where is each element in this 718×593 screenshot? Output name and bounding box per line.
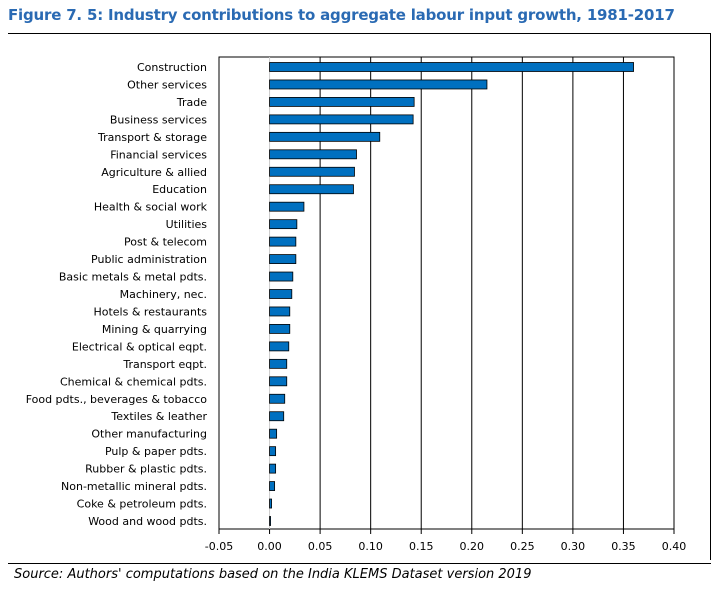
x-tick-label: 0.40 [662, 540, 687, 553]
x-tick-label: 0.15 [409, 540, 434, 553]
chart-title: Figure 7. 5: Industry contributions to a… [8, 6, 675, 24]
x-tick-label: 0.30 [561, 540, 586, 553]
bar [269, 306, 291, 317]
category-label: Agriculture & allied [101, 166, 207, 179]
bar [269, 446, 277, 457]
category-label: Chemical & chemical pdts. [60, 375, 207, 388]
bar [269, 184, 354, 195]
category-label: Post & telecom [124, 236, 207, 249]
bar [269, 201, 305, 212]
bar [269, 166, 355, 177]
bar [269, 324, 291, 334]
category-label: Hotels & restaurants [93, 305, 207, 318]
bar [269, 97, 415, 107]
category-label: Machinery, nec. [120, 288, 207, 301]
bar [269, 376, 288, 387]
x-tick-label: 0.20 [460, 540, 485, 553]
category-label: Textiles & leather [110, 410, 207, 423]
bar [269, 358, 288, 369]
bar [269, 481, 276, 491]
category-label: Coke & petroleum pdts. [77, 498, 207, 511]
bar [269, 289, 293, 299]
category-label: Transport & storage [97, 131, 207, 144]
category-label: Pulp & paper pdts. [105, 445, 207, 458]
category-label: Construction [137, 61, 207, 74]
chart-frame [8, 33, 711, 560]
category-label: Transport eqpt. [122, 358, 207, 371]
category-label: Other services [127, 78, 207, 91]
bar [269, 516, 271, 526]
category-label: Financial services [110, 148, 207, 161]
category-label: Health & social work [94, 201, 208, 214]
x-tick-label: 0.25 [510, 540, 535, 553]
category-label: Business services [110, 113, 207, 126]
bar [269, 428, 278, 439]
x-tick-label: 0.35 [611, 540, 636, 553]
category-label: Food pdts., beverages & tobacco [26, 393, 208, 406]
bar [269, 411, 285, 422]
category-label: Utilities [166, 218, 208, 231]
bar [269, 498, 272, 509]
x-tick-label: 0.10 [358, 540, 383, 553]
category-label: Basic metals & metal pdts. [59, 271, 207, 284]
bar [269, 254, 297, 264]
bar [269, 79, 488, 90]
bar [269, 393, 286, 404]
category-label: Mining & quarrying [102, 323, 207, 336]
bar [269, 271, 294, 282]
bar [269, 236, 297, 247]
bar [269, 114, 414, 125]
category-label: Education [152, 183, 207, 196]
category-label: Electrical & optical eqpt. [72, 340, 207, 353]
category-label: Trade [176, 96, 207, 109]
x-tick-label: 0.00 [257, 540, 282, 553]
category-label: Public administration [91, 253, 207, 266]
source-note: Source: Authors' computations based on t… [14, 567, 532, 582]
category-label: Other manufacturing [91, 428, 207, 441]
x-tick-label: -0.05 [205, 540, 233, 553]
source-divider [8, 563, 711, 564]
bar [269, 341, 290, 352]
bar [269, 149, 357, 160]
bar [269, 463, 277, 474]
bar [269, 62, 634, 72]
bar [269, 219, 298, 230]
x-tick-label: 0.05 [308, 540, 333, 553]
category-label: Non-metallic mineral pdts. [61, 480, 207, 493]
bar [269, 131, 381, 142]
category-label: Rubber & plastic pdts. [85, 463, 207, 476]
category-label: Wood and wood pdts. [88, 515, 207, 528]
